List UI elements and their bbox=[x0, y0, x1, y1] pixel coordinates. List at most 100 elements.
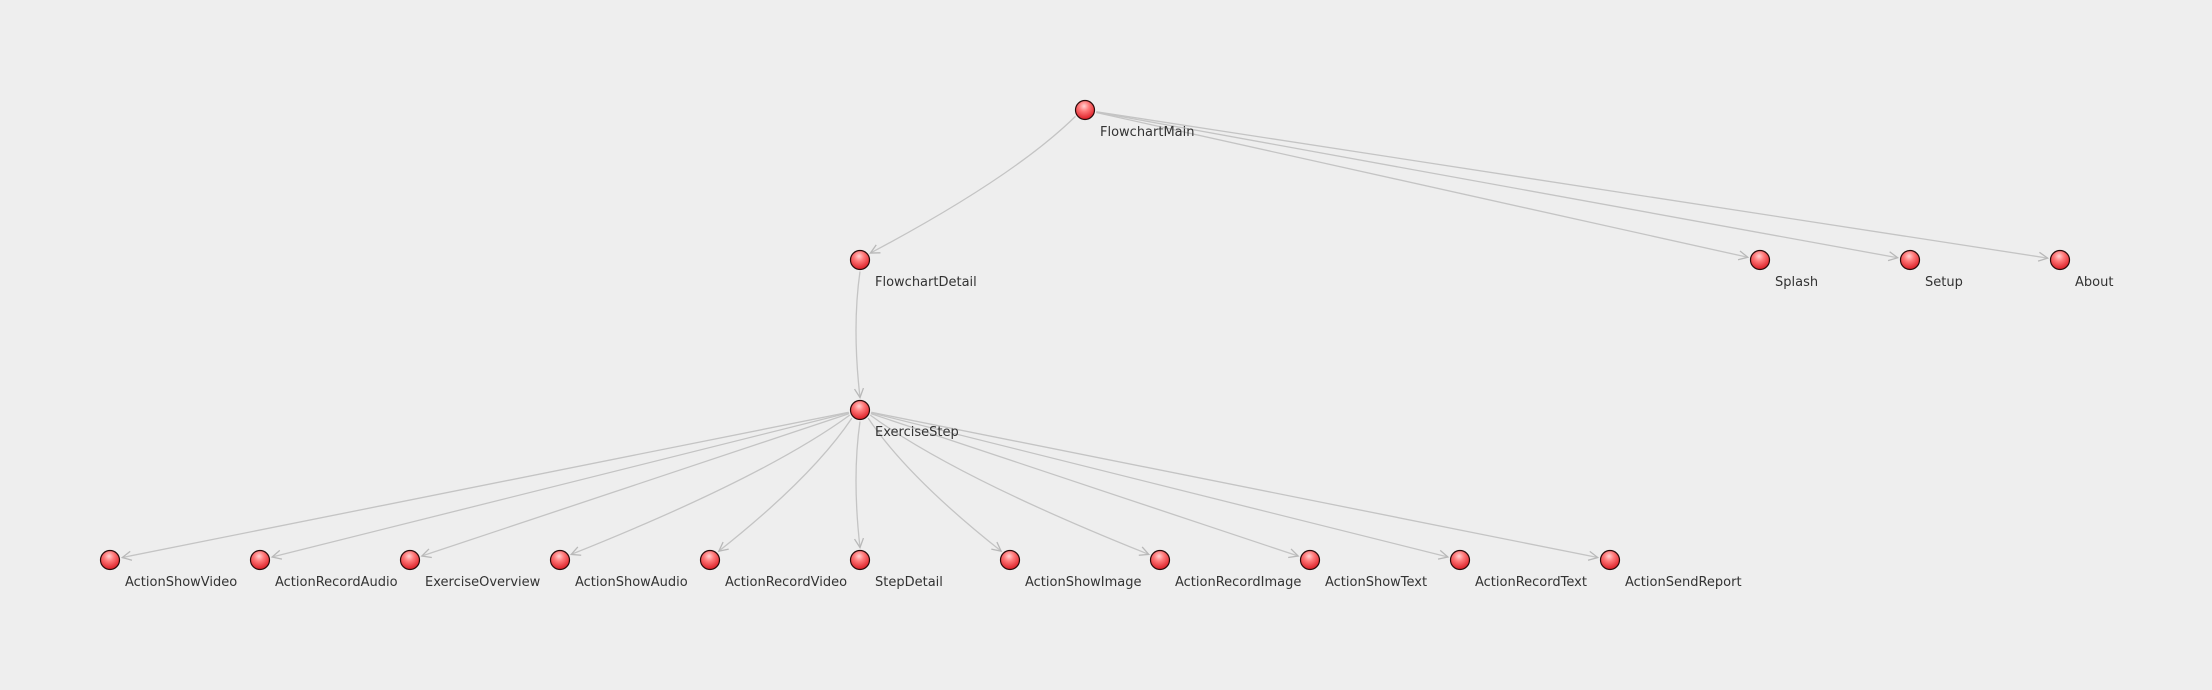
node-action-show-video[interactable]: ActionShowVideo bbox=[99, 549, 238, 591]
edge-exercise-step-to-action-send-report bbox=[871, 411, 1600, 561]
edge-line bbox=[1096, 111, 1748, 258]
node-action-show-image[interactable]: ActionShowImage bbox=[999, 549, 1142, 591]
node-action-send-report[interactable]: ActionSendReport bbox=[1599, 549, 1742, 591]
edge-arrowhead bbox=[1737, 250, 1750, 261]
edge-line bbox=[871, 411, 1598, 559]
node-action-record-text[interactable]: ActionRecordText bbox=[1449, 549, 1587, 591]
edge-exercise-step-to-action-show-text bbox=[870, 413, 1300, 559]
edge-arrowhead bbox=[1437, 549, 1450, 560]
node-circle[interactable] bbox=[249, 549, 271, 571]
edge-line bbox=[870, 412, 1449, 558]
edge-line bbox=[570, 414, 851, 556]
node-label: ActionShowAudio bbox=[575, 575, 688, 590]
node-circle[interactable] bbox=[1149, 549, 1171, 571]
node-circle[interactable] bbox=[999, 549, 1021, 571]
node-circle[interactable] bbox=[849, 549, 871, 571]
node-label: ActionRecordText bbox=[1475, 575, 1587, 590]
edge-line bbox=[867, 417, 1002, 552]
node-circle[interactable] bbox=[1299, 549, 1321, 571]
node-circle[interactable] bbox=[1449, 549, 1471, 571]
edge-arrowhead bbox=[991, 541, 1003, 553]
node-about[interactable]: About bbox=[2049, 249, 2114, 291]
edge-arrowhead bbox=[2037, 251, 2050, 262]
node-label: ActionShowVideo bbox=[125, 575, 237, 590]
node-label: ExerciseOverview bbox=[425, 575, 541, 590]
edge-line bbox=[421, 413, 850, 557]
edge-arrowhead bbox=[869, 244, 881, 254]
node-circle[interactable] bbox=[849, 399, 871, 421]
node-circle[interactable] bbox=[549, 549, 571, 571]
edge-exercise-step-to-action-record-text bbox=[870, 412, 1450, 560]
node-label: FlowchartMain bbox=[1100, 125, 1195, 140]
edge-line bbox=[122, 411, 849, 559]
edge-exercise-step-to-action-record-image bbox=[869, 414, 1151, 556]
edge-line bbox=[1096, 111, 1898, 259]
edge-arrowhead bbox=[1887, 251, 1900, 262]
edge-exercise-step-to-action-record-audio bbox=[270, 412, 850, 560]
node-action-record-video[interactable]: ActionRecordVideo bbox=[699, 549, 848, 591]
edge-flowchart-main-to-flowchart-detail bbox=[869, 115, 1076, 254]
edge-arrowhead bbox=[1288, 548, 1300, 559]
edge-line bbox=[869, 414, 1150, 556]
edge-line bbox=[1096, 111, 2048, 259]
edge-arrowhead bbox=[853, 387, 865, 399]
node-circle[interactable] bbox=[1749, 249, 1771, 271]
node-circle[interactable] bbox=[399, 549, 421, 571]
edge-flowchart-main-to-setup bbox=[1096, 111, 1900, 262]
node-circle[interactable] bbox=[849, 249, 871, 271]
edge-arrowhead bbox=[853, 537, 865, 549]
edge-exercise-step-to-action-show-audio bbox=[569, 414, 851, 556]
edge-arrowhead bbox=[569, 546, 582, 556]
node-label: ActionShowImage bbox=[1025, 575, 1142, 590]
node-flowchart-detail[interactable]: FlowchartDetail bbox=[849, 249, 977, 291]
edge-exercise-step-to-action-show-video bbox=[120, 411, 849, 561]
node-action-record-audio[interactable]: ActionRecordAudio bbox=[249, 549, 398, 591]
node-label: Setup bbox=[1925, 275, 1963, 290]
edge-line bbox=[271, 412, 850, 558]
edge-exercise-step-to-step-detail bbox=[853, 421, 865, 549]
node-splash[interactable]: Splash bbox=[1749, 249, 1819, 291]
edge-exercise-step-to-exercise-overview bbox=[420, 413, 850, 559]
node-label: ActionRecordAudio bbox=[275, 575, 398, 590]
node-action-record-image[interactable]: ActionRecordImage bbox=[1149, 549, 1302, 591]
node-label: FlowchartDetail bbox=[875, 275, 977, 290]
node-circle[interactable] bbox=[2049, 249, 2071, 271]
edge-arrowhead bbox=[120, 550, 133, 561]
nodes-layer: FlowchartMain FlowchartDetail Splash Setup A… bbox=[99, 99, 2114, 591]
edge-line bbox=[855, 421, 861, 548]
node-label: ActionShowText bbox=[1325, 575, 1427, 590]
node-flowchart-main[interactable]: FlowchartMain bbox=[1074, 99, 1195, 141]
node-setup[interactable]: Setup bbox=[1899, 249, 1963, 291]
edge-line bbox=[718, 417, 853, 552]
edges-layer bbox=[120, 111, 2050, 561]
edge-flowchart-detail-to-exercise-step bbox=[853, 271, 865, 399]
edge-line bbox=[870, 413, 1299, 557]
edge-flowchart-main-to-splash bbox=[1096, 111, 1750, 261]
edge-exercise-step-to-action-record-video bbox=[717, 417, 853, 553]
node-circle[interactable] bbox=[1599, 549, 1621, 571]
edge-arrowhead bbox=[1587, 550, 1600, 561]
node-label: Splash bbox=[1775, 275, 1818, 290]
edge-arrowhead bbox=[717, 541, 729, 553]
node-label: ActionRecordVideo bbox=[725, 575, 847, 590]
edge-flowchart-main-to-about bbox=[1096, 111, 2050, 262]
node-label: ActionRecordImage bbox=[1175, 575, 1301, 590]
node-circle[interactable] bbox=[1899, 249, 1921, 271]
node-step-detail[interactable]: StepDetail bbox=[849, 549, 943, 591]
node-action-show-text[interactable]: ActionShowText bbox=[1299, 549, 1428, 591]
node-label: About bbox=[2075, 275, 2113, 290]
node-label: ActionSendReport bbox=[1625, 575, 1742, 590]
node-action-show-audio[interactable]: ActionShowAudio bbox=[549, 549, 688, 591]
edge-arrowhead bbox=[270, 549, 283, 560]
node-label: StepDetail bbox=[875, 575, 943, 590]
node-circle[interactable] bbox=[1074, 99, 1096, 121]
edge-line bbox=[870, 115, 1076, 254]
node-exercise-step[interactable]: ExerciseStep bbox=[849, 399, 959, 441]
node-label: ExerciseStep bbox=[875, 425, 959, 440]
edge-arrowhead bbox=[420, 548, 432, 559]
node-exercise-overview[interactable]: ExerciseOverview bbox=[399, 549, 541, 591]
node-circle[interactable] bbox=[699, 549, 721, 571]
edge-exercise-step-to-action-show-image bbox=[867, 417, 1003, 553]
node-circle[interactable] bbox=[99, 549, 121, 571]
